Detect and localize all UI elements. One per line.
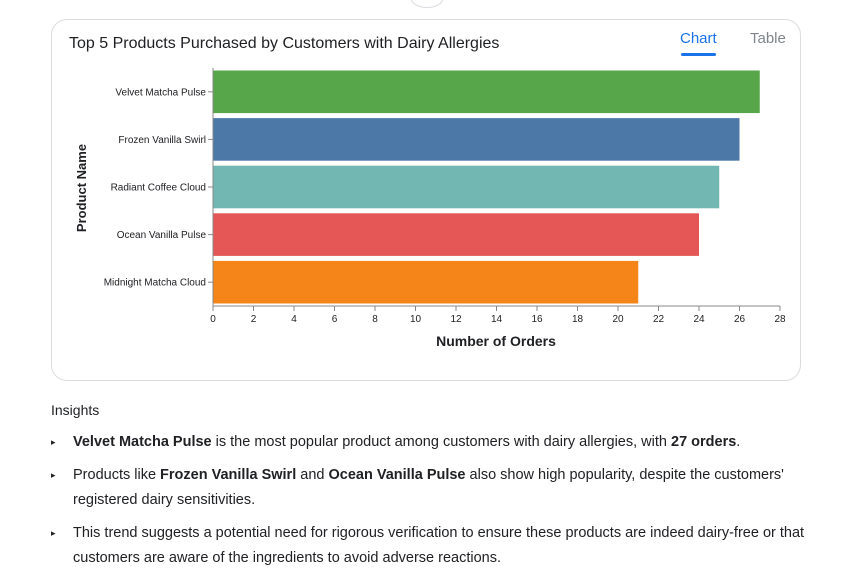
insight-emphasis: Frozen Vanilla Swirl — [160, 467, 297, 483]
insight-text: also show high popularity, despite the c… — [73, 467, 784, 508]
insight-text: and — [296, 467, 329, 483]
insights-section: Insights ▸ Velvet Matcha Pulse is the mos… — [51, 402, 811, 579]
x-tick-label: 6 — [332, 314, 338, 325]
insight-emphasis: 27 orders — [671, 434, 737, 450]
insight-text: . — [736, 434, 741, 450]
y-axis-label: Product Name — [74, 144, 89, 232]
y-tick-label: Velvet Matcha Pulse — [115, 87, 206, 98]
x-tick-label: 8 — [372, 314, 378, 325]
x-tick-label: 24 — [693, 314, 705, 325]
bar[interactable] — [213, 165, 720, 209]
x-tick-label: 14 — [491, 314, 503, 325]
insight-text: is the most popular product among custom… — [211, 434, 671, 450]
x-tick-label: 2 — [251, 314, 257, 325]
bullet-icon: ▸ — [51, 437, 56, 447]
bar-chart: Velvet Matcha Pulse Frozen Vanilla Swirl R… — [74, 68, 786, 349]
active-tab-indicator — [681, 53, 716, 56]
x-tick-label: 22 — [653, 314, 665, 325]
tab-chart[interactable]: Chart — [680, 30, 717, 47]
bullet-icon: ▸ — [51, 528, 56, 538]
insights-list: ▸ Velvet Matcha Pulse is the most popular… — [51, 430, 811, 571]
bar[interactable] — [213, 213, 699, 256]
insight-text: This trend suggests a potential need for… — [73, 525, 805, 566]
insight-item: ▸ This trend suggests a potential need fo… — [51, 521, 811, 571]
x-tick-label: 12 — [450, 314, 462, 325]
y-tick-label: Frozen Vanilla Swirl — [118, 135, 206, 146]
insights-heading: Insights — [51, 402, 100, 418]
chart-card: Top 5 Products Purchased by Customers wi… — [51, 19, 801, 381]
x-tick-label: 18 — [572, 314, 584, 325]
insight-text: Products like — [73, 467, 161, 483]
bar[interactable] — [213, 260, 639, 304]
bar[interactable] — [213, 70, 760, 114]
x-tick-label: 20 — [612, 314, 624, 325]
collapse-handle[interactable] — [411, 0, 443, 8]
x-tick-label: 4 — [291, 314, 297, 325]
x-tick-label: 16 — [531, 314, 543, 325]
insight-emphasis: Ocean Vanilla Pulse — [328, 467, 466, 483]
x-tick-label: 28 — [774, 314, 786, 325]
y-tick-label: Ocean Vanilla Pulse — [117, 230, 207, 241]
x-axis-label: Number of Orders — [436, 333, 556, 349]
x-tick-label: 26 — [734, 314, 746, 325]
bar[interactable] — [213, 118, 740, 161]
bullet-icon: ▸ — [51, 470, 56, 480]
y-tick-label: Radiant Coffee Cloud — [111, 183, 206, 194]
chart-title: Top 5 Products Purchased by Customers wi… — [69, 35, 500, 52]
insight-item: ▸ Products like Frozen Vanilla Swirl and … — [51, 463, 811, 513]
insight-emphasis: Velvet Matcha Pulse — [73, 434, 212, 450]
x-tick-label: 10 — [410, 314, 422, 325]
insight-item: ▸ Velvet Matcha Pulse is the most popular… — [51, 430, 811, 455]
y-tick-label: Midnight Matcha Cloud — [104, 278, 206, 289]
tab-table[interactable]: Table — [750, 30, 786, 47]
x-tick-label: 0 — [210, 314, 216, 325]
